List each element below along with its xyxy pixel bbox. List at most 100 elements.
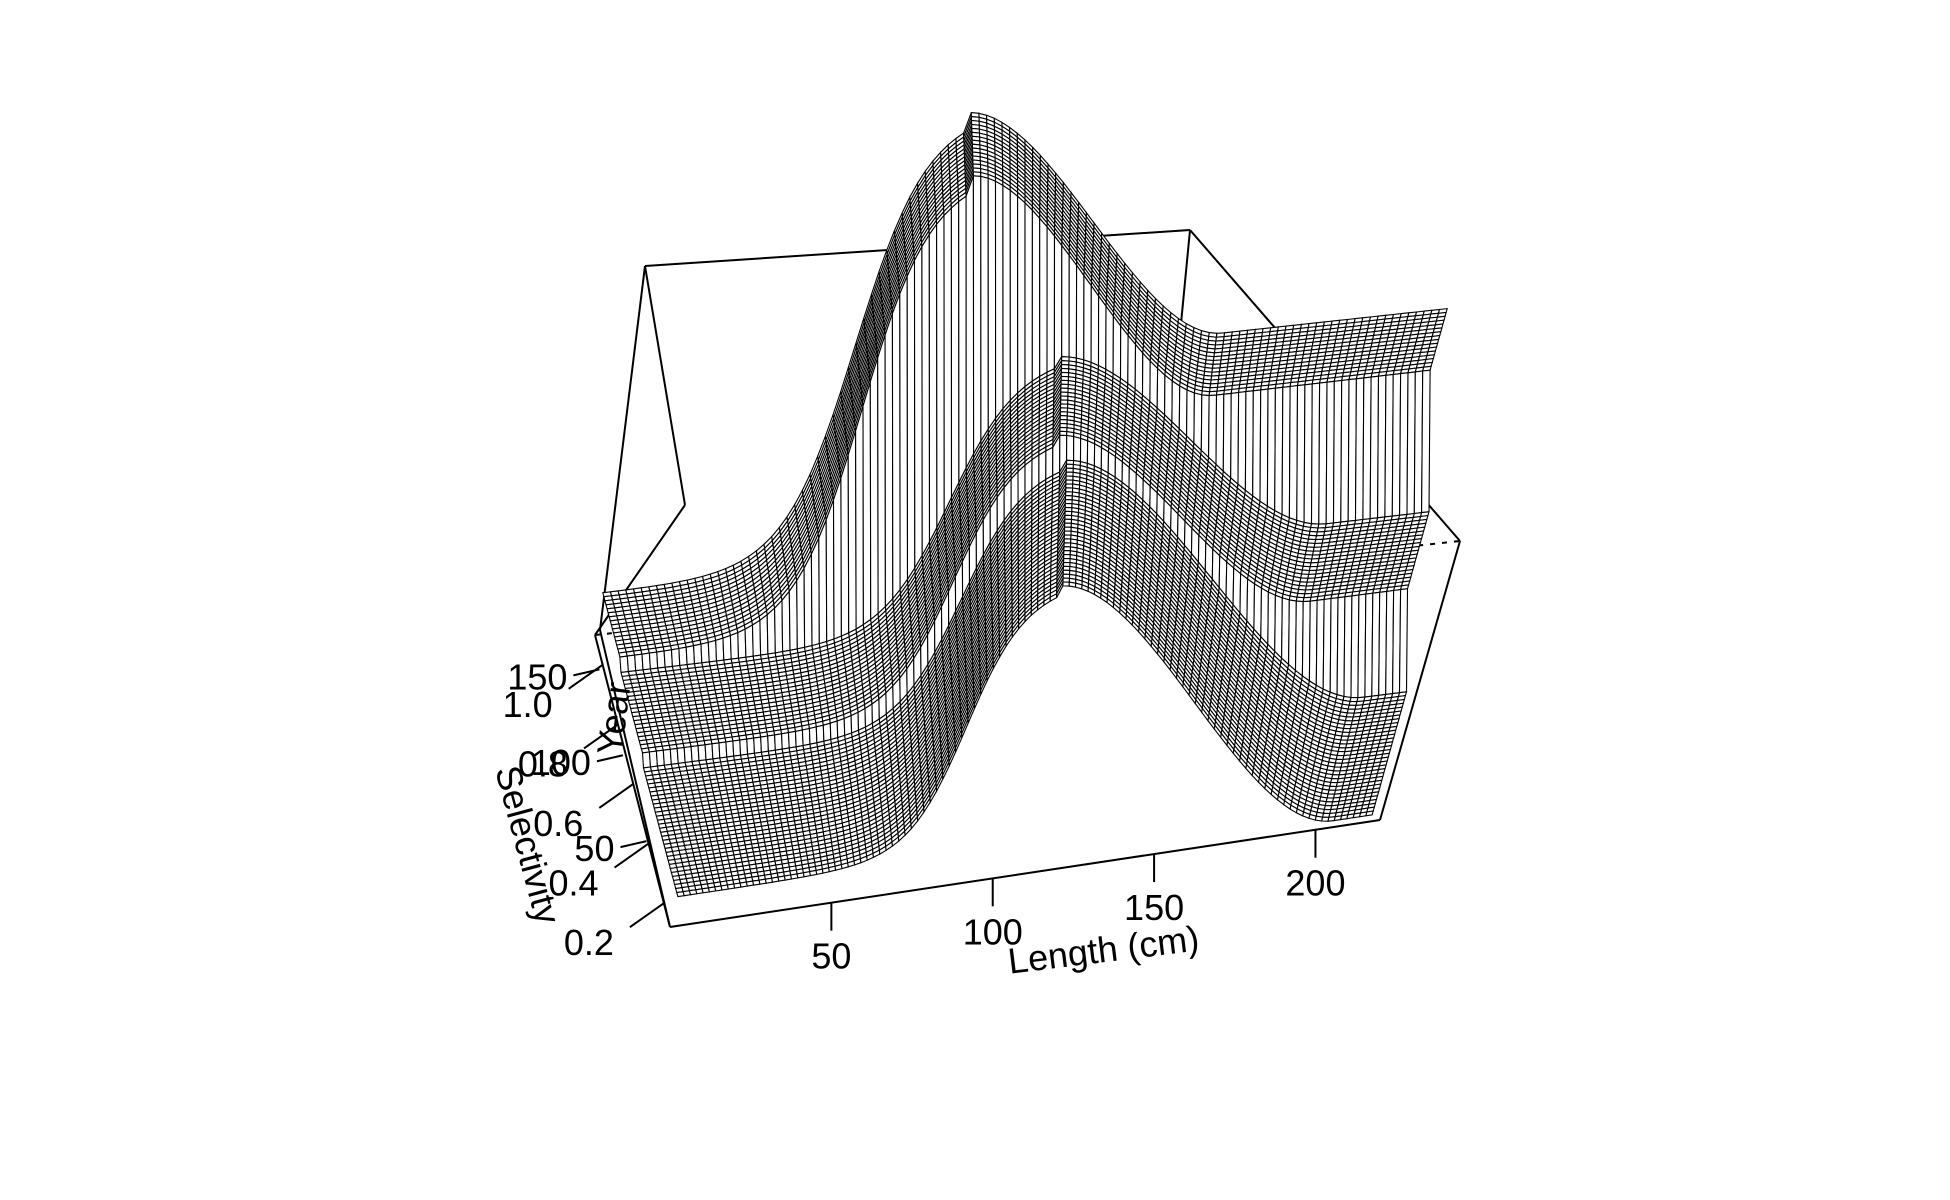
surface-facet: [707, 639, 718, 663]
box-edge: [644, 265, 686, 506]
surface-facet: [1134, 343, 1144, 397]
surface-facet: [1073, 435, 1082, 463]
surface-facet: [850, 711, 860, 734]
surface-facet: [1303, 383, 1313, 525]
surface-facet: [1281, 385, 1291, 519]
surface-facet: [1171, 379, 1181, 431]
surface-facet: [1244, 390, 1254, 498]
surface-facet: [862, 381, 872, 626]
surface-facet: [1105, 304, 1114, 375]
surface-facet: [847, 430, 857, 634]
surface-facet: [729, 631, 740, 660]
surface-facet: [1267, 591, 1276, 653]
surface-facet: [928, 222, 938, 543]
surface-facet: [936, 213, 945, 528]
surface-facet: [1288, 384, 1299, 522]
surface-facet: [794, 729, 804, 748]
surface-facet: [1253, 582, 1263, 639]
surface-facet: [1222, 392, 1232, 480]
surface-facet: [1024, 201, 1033, 388]
surface-facet: [815, 724, 825, 744]
surface-facet: [836, 717, 846, 739]
surface-facet: [1186, 389, 1195, 445]
surface-facet: [906, 260, 916, 582]
surface-facet: [1230, 391, 1240, 486]
surface-facet: [869, 357, 879, 621]
surface-facet: [1274, 386, 1284, 516]
surface-facet: [1090, 283, 1100, 367]
surface-facet: [965, 175, 975, 469]
surface-facet: [1398, 588, 1409, 694]
surface-facet: [796, 566, 806, 650]
surface-facet: [1421, 369, 1431, 514]
surface-facet: [825, 499, 835, 643]
surface-facet: [1259, 388, 1269, 508]
surface-facet: [1127, 333, 1137, 391]
surface-facet: [1281, 597, 1290, 666]
surface-facet: [1061, 243, 1070, 358]
surface-facet: [1178, 385, 1188, 438]
surface-facet: [810, 537, 820, 647]
surface-facet: [722, 634, 732, 661]
surface-facet: [1045, 446, 1054, 481]
surface-facet: [913, 246, 923, 571]
surface-facet: [1083, 273, 1092, 364]
surface-facet: [781, 731, 790, 750]
surface-facet: [958, 195, 967, 483]
surface-facet: [818, 519, 828, 645]
surface-facet: [766, 606, 776, 655]
surface-facet: [767, 734, 776, 752]
surface-facet: [1119, 324, 1129, 385]
surface-facet: [808, 726, 818, 745]
surface-facet: [994, 180, 1004, 420]
surface-facet: [1079, 437, 1089, 465]
surface-facet: [1266, 387, 1276, 512]
surface-facet: [1075, 263, 1085, 361]
surface-mesh: [602, 111, 1448, 898]
surface-facet: [877, 334, 886, 615]
surface-facet: [1066, 434, 1075, 462]
surface-facet: [774, 599, 784, 654]
surface-facet: [1053, 234, 1063, 371]
surface-facet: [787, 730, 797, 749]
surface-facet: [1149, 359, 1159, 410]
surface-facet: [829, 720, 839, 741]
surface-facet: [822, 722, 832, 742]
surface-facet: [788, 578, 798, 651]
surface-facet: [943, 206, 953, 513]
box-edge: [599, 265, 646, 631]
surface-facet: [843, 714, 853, 737]
surface-facet: [980, 175, 989, 443]
surface-facet: [1208, 394, 1218, 466]
surface-facet: [1017, 195, 1026, 395]
surface-facet: [1086, 439, 1096, 467]
surface-facet: [751, 619, 762, 657]
surface-facet: [1156, 367, 1166, 417]
surface-facet: [1097, 294, 1107, 371]
surface-facet: [891, 293, 901, 601]
surface-facet: [1039, 216, 1048, 378]
surface-facet: [884, 313, 894, 608]
surface-facet: [1164, 374, 1173, 424]
surface-facet: [840, 454, 850, 637]
surface-facet: [921, 232, 931, 556]
surface-facet: [1141, 351, 1151, 403]
surface-facet: [760, 735, 769, 753]
surface-facet: [1068, 253, 1078, 359]
surface-facet: [801, 727, 811, 747]
surface-facet: [693, 643, 703, 665]
surface-facet: [1215, 393, 1225, 473]
surface-facet: [832, 477, 842, 640]
surface-facet: [950, 200, 960, 498]
surface-facet: [1200, 394, 1210, 459]
surface-facet: [855, 406, 864, 631]
surface-facet: [899, 275, 909, 592]
surface-facet: [1038, 449, 1047, 486]
surface-facet: [744, 624, 754, 658]
surface-facet: [781, 589, 791, 653]
surface-facet: [1112, 314, 1122, 380]
surface-facet: [753, 736, 762, 754]
surface-facet: [1237, 390, 1247, 492]
surface-facet: [1031, 208, 1041, 383]
